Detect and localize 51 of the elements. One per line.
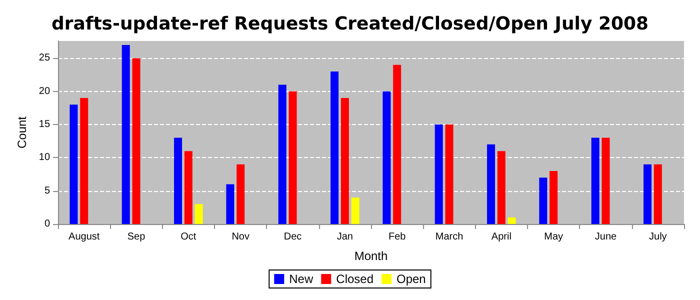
bar	[80, 98, 88, 224]
x-tick-label: June	[594, 232, 618, 242]
bar	[591, 138, 600, 224]
y-tick-label: 10	[38, 152, 50, 164]
y-tick-label: 20	[38, 86, 50, 97]
x-tick-label: Oct	[180, 232, 196, 242]
bar	[184, 151, 192, 224]
bar	[550, 170, 558, 224]
legend-label: New	[289, 272, 314, 286]
x-tick-label: April	[491, 232, 512, 242]
chart-title: drafts-update-ref Requests Created/Closed/Open July 2008	[51, 14, 649, 34]
bar	[539, 178, 548, 224]
legend-label: Closed	[336, 272, 374, 286]
x-tick-label: Jan	[336, 232, 353, 242]
y-axis-title: Count	[15, 116, 29, 149]
bar	[644, 164, 652, 224]
bar	[382, 91, 391, 224]
bar	[330, 72, 339, 224]
x-tick-label: Sep	[127, 232, 146, 242]
x-tick-label: Nov	[232, 232, 250, 242]
bar	[236, 164, 245, 224]
bar	[70, 104, 78, 224]
bar	[278, 84, 286, 224]
x-tick-label: July	[649, 232, 667, 242]
x-tick-label: Dec	[284, 232, 302, 242]
bar	[497, 151, 506, 224]
bar	[132, 58, 140, 224]
bar	[602, 138, 610, 224]
bar	[194, 204, 203, 224]
y-tick-label: 15	[38, 119, 50, 130]
legend-label: Open	[396, 272, 426, 286]
x-tick-label: May	[544, 232, 564, 242]
bar	[434, 124, 443, 224]
bar	[393, 64, 402, 224]
bar	[288, 91, 297, 224]
bar	[351, 197, 360, 224]
x-tick-label: Feb	[388, 232, 406, 242]
y-tick-label: 0	[44, 218, 50, 230]
x-axis-title: Month	[354, 249, 388, 263]
bar	[445, 124, 454, 224]
bar	[340, 98, 349, 224]
y-tick-label: 5	[44, 185, 50, 196]
bar	[122, 44, 130, 224]
x-tick-label: August	[68, 232, 100, 242]
y-tick-label: 25	[38, 52, 50, 64]
bar	[508, 217, 516, 224]
x-tick-label: March	[435, 232, 464, 242]
bar	[226, 184, 234, 224]
bar	[654, 164, 662, 224]
bar	[487, 144, 496, 224]
bar	[174, 138, 182, 224]
